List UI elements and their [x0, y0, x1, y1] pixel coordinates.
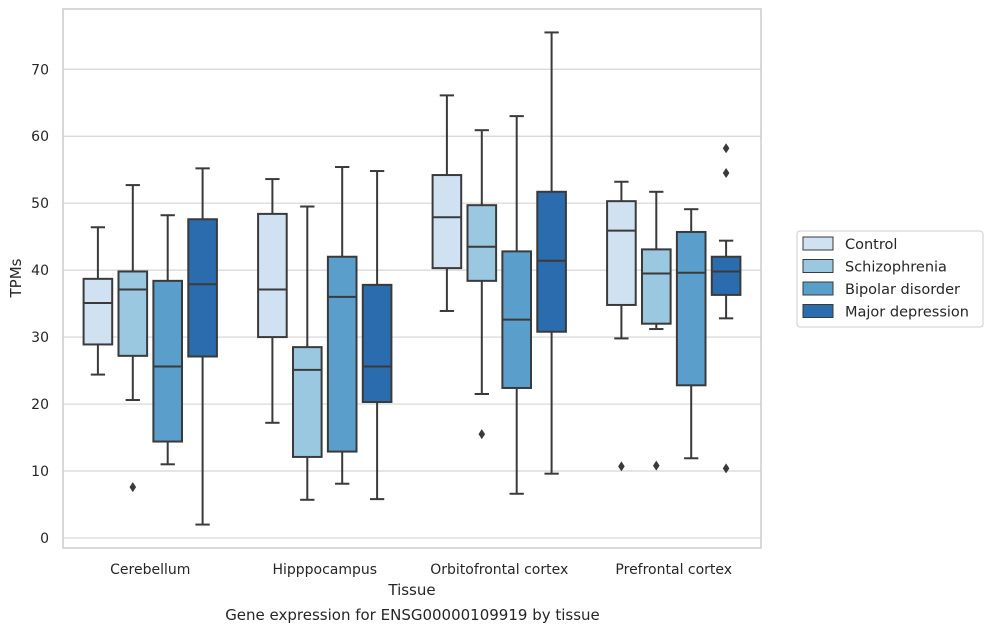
iqr-box: [675, 230, 707, 387]
box-hipppocampus-schizophrenia: [291, 205, 323, 501]
box-orbitofrontal-cortex-control: [431, 94, 463, 312]
box-orbitofrontal-cortex-major-depression: [536, 31, 567, 475]
outlier-point: [653, 460, 660, 471]
box-cerebellum-bipolar-disorder: [152, 214, 184, 466]
x-tick-label: Orbitofrontal cortex: [430, 562, 568, 578]
iqr-box: [257, 212, 288, 339]
y-tick-label: 40: [31, 263, 49, 279]
box-groups: [82, 31, 742, 526]
outlier-point: [478, 429, 486, 440]
iqr-box: [536, 190, 567, 333]
outlier-point: [722, 168, 730, 179]
legend-swatch: [802, 259, 834, 273]
iqr-box: [710, 255, 742, 296]
box-orbitofrontal-cortex-schizophrenia: [466, 129, 498, 440]
plot-frame: [62, 8, 762, 549]
chart-caption: Gene expression for ENSG00000109919 by t…: [225, 606, 600, 624]
box-hipppocampus-control: [257, 178, 288, 424]
box-prefrontal-cortex-bipolar-disorder: [675, 208, 707, 460]
iqr-box: [117, 270, 149, 357]
outlier-point: [722, 463, 730, 474]
x-tick-label: Hipppocampus: [272, 562, 377, 578]
y-tick-label: 70: [31, 62, 49, 78]
x-axis-label: Tissue: [387, 581, 435, 599]
box-hipppocampus-bipolar-disorder: [326, 166, 358, 485]
iqr-box: [82, 277, 114, 346]
legend: Control Schizophrenia Bipolar disorder Majo…: [796, 230, 984, 328]
x-tick-label: Prefrontal cortex: [615, 562, 732, 578]
outlier-point: [722, 143, 730, 154]
iqr-box: [640, 248, 672, 325]
legend-swatch: [802, 304, 834, 318]
box-cerebellum-major-depression: [187, 167, 218, 526]
y-tick-label: 20: [31, 397, 49, 413]
y-tick-label: 0: [40, 531, 49, 547]
legend-swatch: [802, 281, 834, 296]
legend-label: Control: [845, 237, 897, 253]
iqr-box: [431, 174, 463, 270]
y-tick-label: 10: [31, 464, 49, 480]
box-prefrontal-cortex-schizophrenia: [640, 190, 672, 471]
box-hipppocampus-major-depression: [361, 170, 393, 501]
y-tick-label: 60: [31, 129, 49, 145]
box-prefrontal-cortex-major-depression: [710, 143, 742, 474]
legend-label: Major depression: [845, 305, 969, 321]
x-tick-label: Cerebellum: [110, 562, 190, 578]
box-cerebellum-control: [82, 226, 114, 376]
legend-frame: [796, 230, 984, 328]
y-tick-label: 50: [31, 196, 49, 212]
iqr-box: [466, 204, 498, 282]
iqr-box: [291, 346, 323, 458]
x-tick-labels: Cerebellum Hipppocampus Orbitofrontal cort…: [110, 562, 732, 578]
iqr-box: [187, 218, 218, 358]
iqr-box: [606, 200, 637, 306]
y-tick-label: 30: [31, 330, 49, 346]
outlier-point: [618, 461, 625, 472]
legend-swatch: [802, 236, 834, 251]
y-axis-label: TPMs: [7, 258, 25, 298]
box-orbitofrontal-cortex-bipolar-disorder: [501, 115, 533, 495]
outlier-point: [129, 482, 137, 493]
box-prefrontal-cortex-control: [606, 180, 637, 472]
box-cerebellum-schizophrenia: [117, 184, 149, 493]
y-tick-labels: 0 10 20 30 40 50 60 70: [31, 62, 49, 547]
legend-label: Schizophrenia: [845, 260, 947, 276]
legend-label: Bipolar disorder: [845, 282, 960, 298]
iqr-box: [361, 283, 393, 404]
iqr-box: [152, 279, 184, 443]
iqr-box: [326, 255, 358, 453]
